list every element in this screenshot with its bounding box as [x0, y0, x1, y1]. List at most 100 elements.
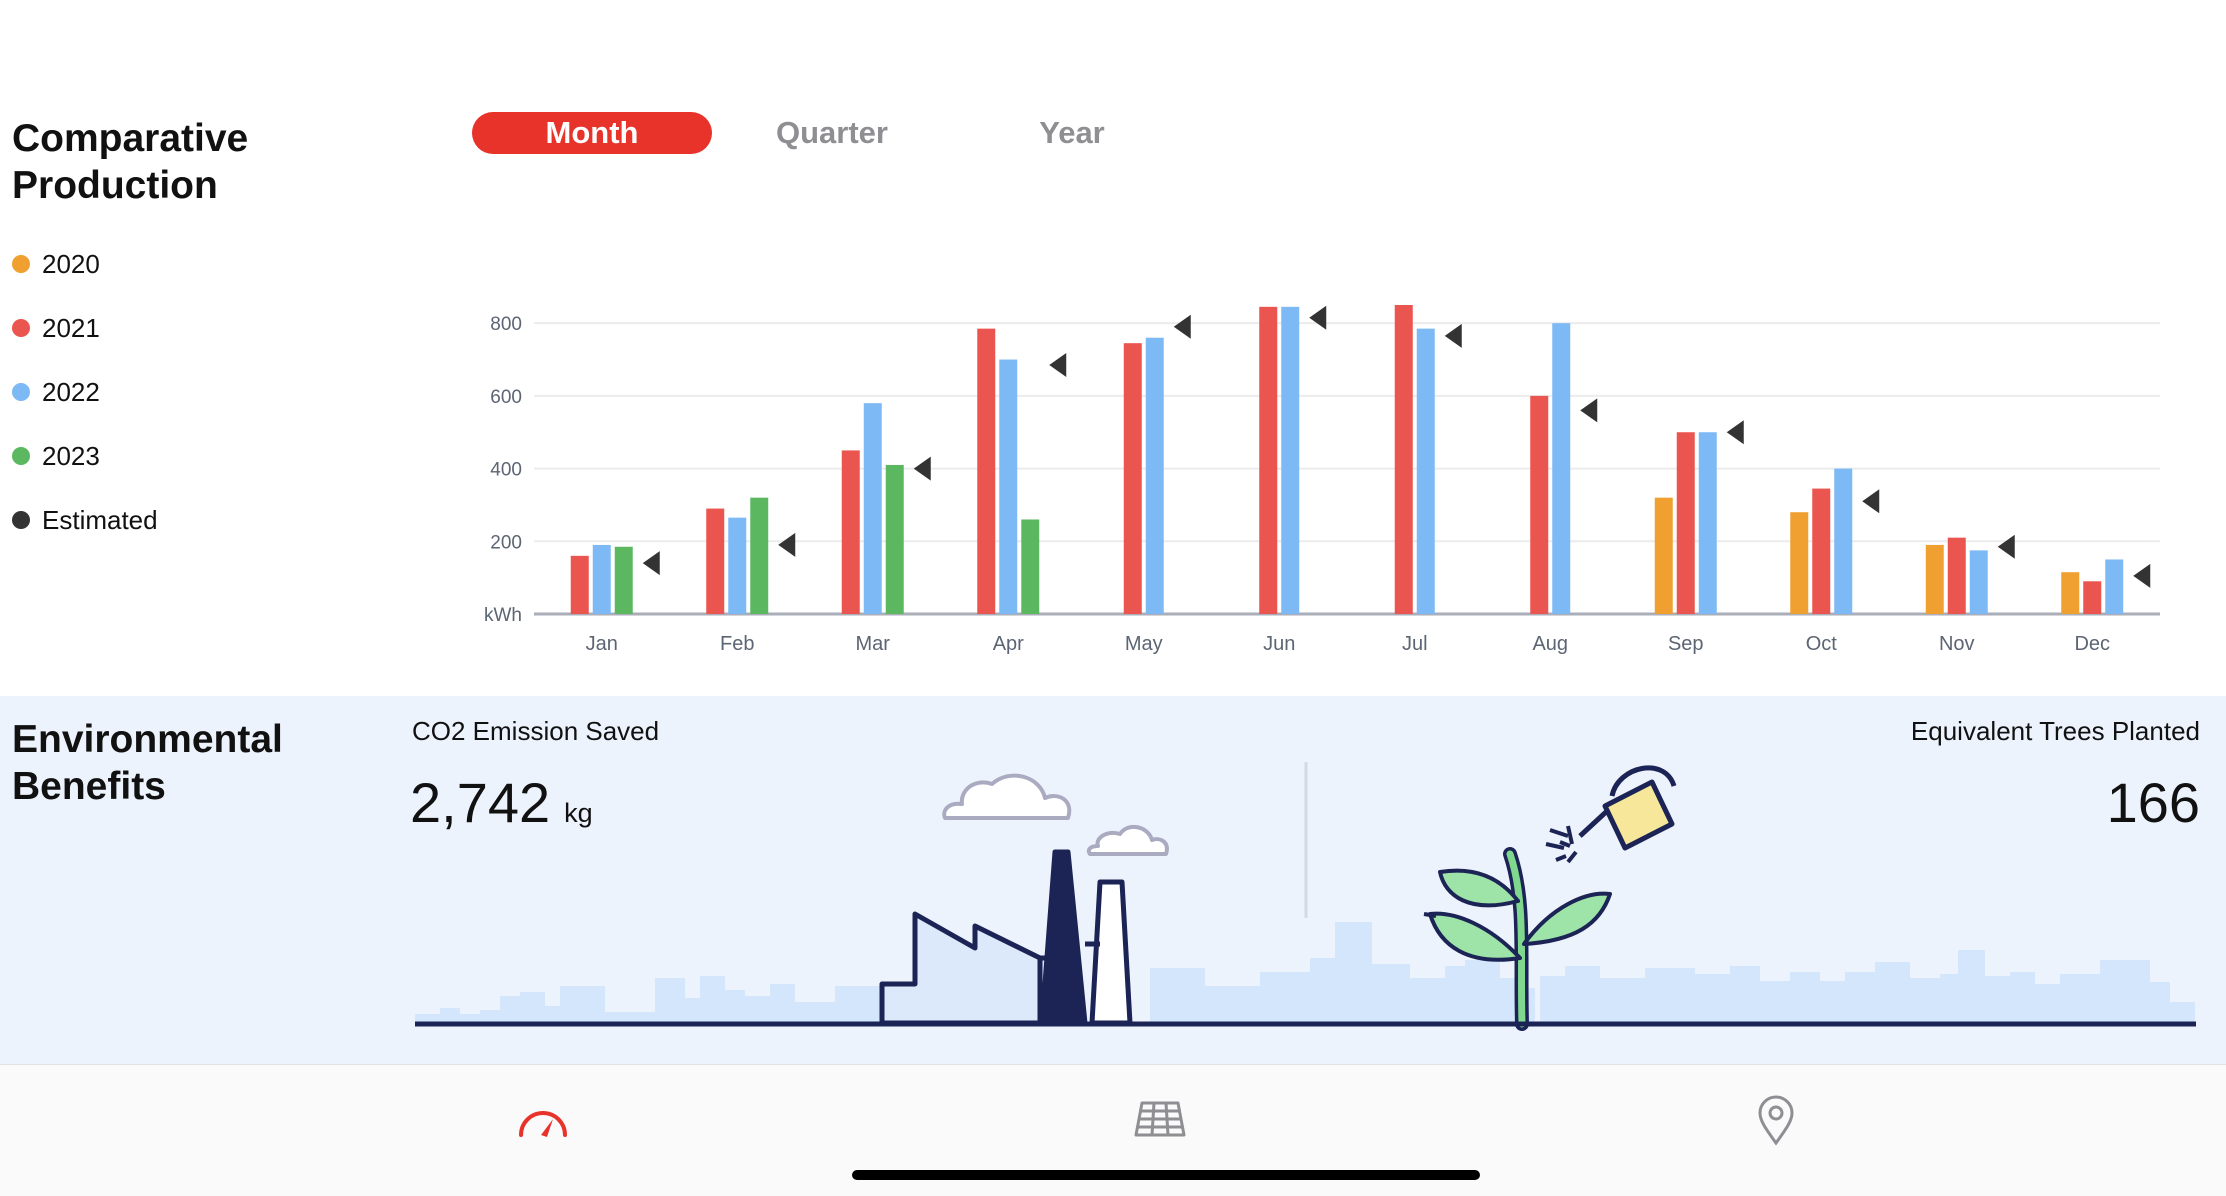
- estimated-marker: [2133, 563, 2151, 588]
- legend-item: Estimated: [12, 488, 158, 552]
- plant-icon: [1423, 847, 1612, 1031]
- solar-panel-icon[interactable]: [1130, 1091, 1190, 1151]
- x-tick-label: Dec: [2074, 633, 2110, 655]
- environmental-benefits-panel: Environmental Benefits CO2 Emission Save…: [0, 696, 2226, 1064]
- bar-2022: [1281, 306, 1300, 614]
- legend-item: 2021: [12, 296, 158, 360]
- legend-dot-icon: [12, 447, 30, 465]
- estimated-marker: [1444, 323, 1462, 348]
- bar-2021: [1259, 306, 1278, 614]
- estimated-marker: [1997, 534, 2015, 559]
- bar-2022: [2105, 559, 2124, 614]
- estimated-marker: [778, 532, 796, 557]
- bar-2020: [1654, 497, 1673, 614]
- bar-2022: [1834, 468, 1853, 614]
- trees-value: 166: [2106, 771, 2200, 834]
- production-title-line2: Production: [12, 164, 218, 207]
- y-tick-label: 600: [490, 387, 522, 408]
- y-tick-label: 400: [490, 460, 522, 481]
- bar-2021: [706, 508, 725, 614]
- legend-label: 2023: [42, 440, 100, 471]
- watering-can-icon: [1545, 765, 1677, 864]
- y-tick-label: 800: [490, 314, 522, 335]
- x-tick-label: Nov: [1939, 633, 1975, 655]
- bar-2021: [1394, 305, 1413, 614]
- speedometer-icon[interactable]: [513, 1091, 573, 1151]
- co2-value: 2,742: [410, 771, 551, 834]
- estimated-marker: [1049, 352, 1067, 377]
- bar-2021: [2083, 581, 2102, 614]
- y-tick-label: 200: [490, 532, 522, 553]
- environment-title-line2: Benefits: [12, 765, 166, 808]
- bar-2021: [570, 555, 589, 614]
- legend-label: Estimated: [42, 504, 158, 535]
- bar-2023: [614, 546, 633, 614]
- cloud-icon: [1086, 824, 1169, 856]
- production-title-line1: Comparative: [12, 117, 249, 160]
- x-tick-label: Mar: [856, 633, 891, 655]
- legend-item: 2023: [12, 424, 158, 488]
- estimated-marker: [1726, 420, 1744, 445]
- bar-2022: [1145, 337, 1164, 614]
- legend-dot-icon: [12, 319, 30, 337]
- skyline-silhouette: [415, 922, 2195, 1022]
- production-bar-chart: 200 400 600 800 kWh Jan Feb Mar Apr May Jun Jul Aug S…: [484, 305, 2160, 655]
- estimated-marker: [1862, 489, 1880, 514]
- location-pin-icon[interactable]: [1746, 1091, 1806, 1151]
- bar-2021: [1947, 537, 1966, 614]
- x-tick-label: Jan: [586, 633, 618, 655]
- bar-2021: [1530, 395, 1549, 614]
- home-indicator[interactable]: [852, 1170, 1480, 1180]
- bar-2023: [1021, 519, 1040, 614]
- environment-title: Environmental Benefits: [12, 716, 283, 810]
- bar-2021: [977, 328, 996, 614]
- bar-2022: [592, 544, 611, 614]
- production-title: Comparative Production: [12, 115, 248, 209]
- estimated-marker: [1309, 305, 1327, 330]
- y-axis-unit-label: kWh: [484, 605, 522, 626]
- bar-2022: [1552, 323, 1571, 614]
- bar-2021: [1676, 432, 1695, 614]
- bar-2022: [999, 359, 1018, 614]
- bar-2020: [2061, 572, 2080, 614]
- estimated-marker: [913, 456, 931, 481]
- segment-quarter[interactable]: Quarter: [776, 115, 888, 150]
- bar-2022: [728, 517, 747, 614]
- x-tick-label: Aug: [1532, 633, 1568, 655]
- x-tick-label: Apr: [993, 633, 1024, 655]
- legend-label: 2021: [42, 312, 100, 343]
- city-illustration: [415, 762, 2196, 1031]
- legend-dot-icon: [12, 383, 30, 401]
- legend-dot-icon: [12, 255, 30, 273]
- bar-2020: [1925, 544, 1944, 614]
- estimated-marker: [1173, 314, 1191, 339]
- bar-2021: [1812, 488, 1831, 614]
- bar-2022: [1416, 328, 1435, 614]
- segment-month[interactable]: Month: [472, 112, 712, 154]
- segment-year[interactable]: Year: [1039, 115, 1105, 150]
- legend-label: 2022: [42, 376, 100, 407]
- bar-2022: [1969, 550, 1988, 614]
- chart-legend: 2020 2021 2022 2023 Estimated: [12, 232, 158, 552]
- bar-2021: [1123, 343, 1142, 614]
- legend-label: 2020: [42, 248, 100, 279]
- legend-item: 2022: [12, 360, 158, 424]
- co2-unit: kg: [564, 798, 593, 828]
- cloud-icon: [942, 773, 1072, 820]
- bar-2022: [863, 403, 882, 614]
- x-tick-label: Jul: [1402, 633, 1428, 655]
- period-segmented-control[interactable]: Month Quarter Year: [472, 112, 1192, 154]
- bar-2020: [1790, 512, 1809, 614]
- legend-item: 2020: [12, 232, 158, 296]
- x-tick-label: May: [1125, 633, 1163, 655]
- x-tick-label: Sep: [1668, 633, 1704, 655]
- x-tick-label: Oct: [1806, 633, 1838, 655]
- co2-value-row: 2,742 kg: [410, 770, 593, 835]
- environment-title-line1: Environmental: [12, 718, 283, 761]
- co2-label: CO2 Emission Saved: [412, 716, 660, 746]
- bar-2021: [841, 450, 860, 614]
- x-tick-label: Jun: [1263, 633, 1295, 655]
- bar-2022: [1698, 432, 1717, 614]
- bar-2023: [885, 464, 904, 614]
- legend-dot-icon: [12, 511, 30, 529]
